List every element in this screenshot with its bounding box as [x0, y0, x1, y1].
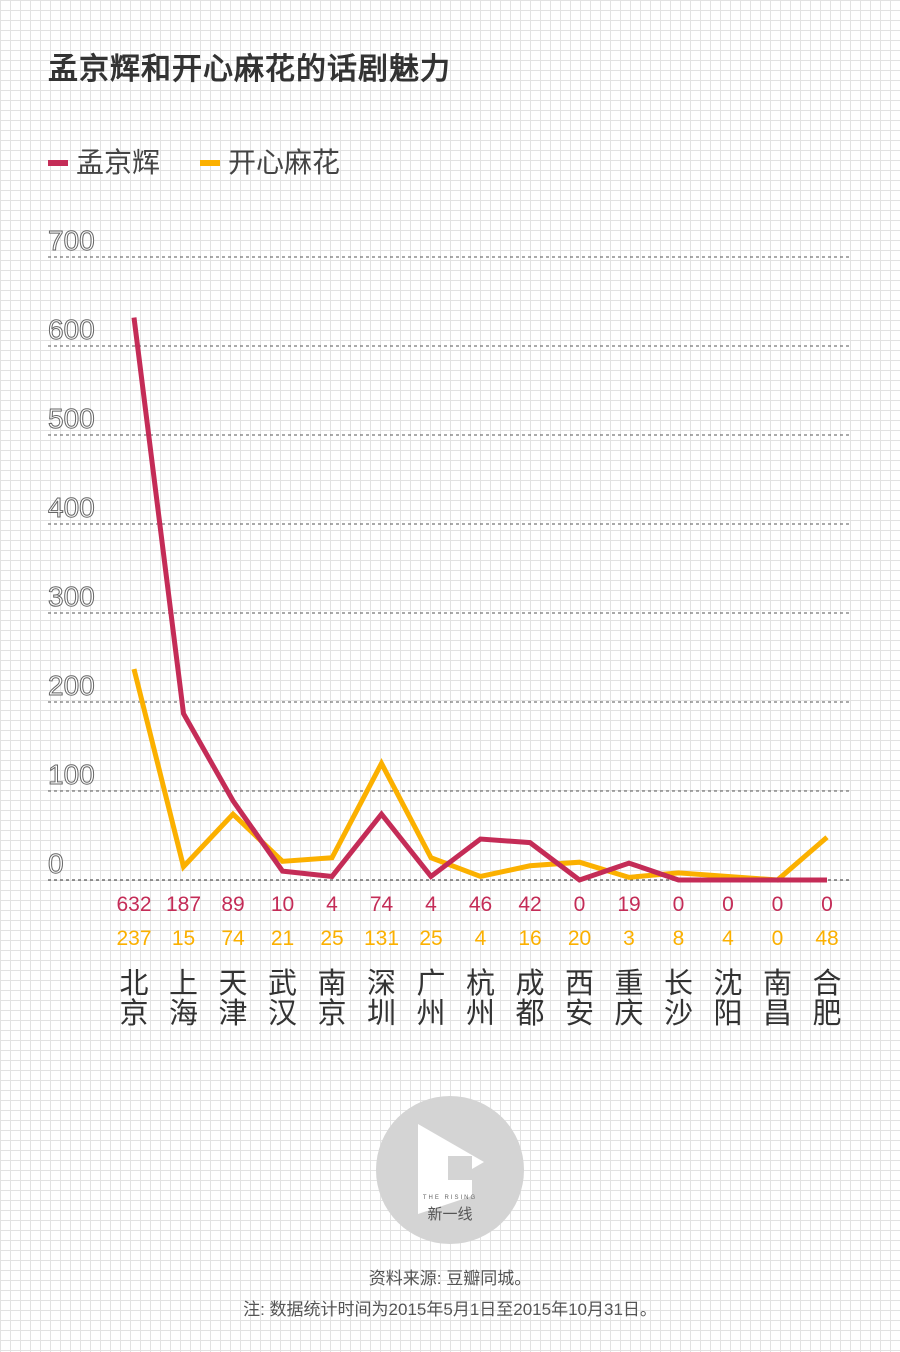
- y-tick-label: 200: [48, 670, 95, 701]
- legend-label-series-1: 孟京辉: [76, 147, 161, 178]
- data-label: 16: [518, 927, 541, 950]
- x-tick-label: 昌: [763, 996, 792, 1030]
- x-tick-label: 京: [119, 996, 148, 1030]
- x-tick-label: 长: [664, 966, 693, 1000]
- x-tick-label: 武: [268, 966, 297, 1000]
- x-tick-label: 深: [367, 966, 396, 1000]
- data-label: 19: [617, 893, 640, 916]
- y-tick-label: 400: [48, 492, 95, 523]
- data-label: 25: [320, 927, 343, 950]
- x-tick-label: 合: [812, 966, 841, 1000]
- x-tick-label: 圳: [367, 996, 396, 1030]
- x-tick-label: 津: [218, 996, 247, 1030]
- x-tick-label: 庆: [614, 996, 643, 1030]
- x-tick-label: 南: [763, 966, 792, 1000]
- y-tick-label: 500: [48, 403, 95, 434]
- x-tick-label: 天: [218, 966, 247, 1000]
- x-tick-label: 上: [169, 966, 198, 1000]
- data-label: 46: [469, 893, 492, 916]
- series-line: [131, 668, 829, 883]
- data-label: 89: [221, 893, 244, 916]
- data-label: 8: [673, 927, 685, 950]
- data-label: 21: [271, 927, 294, 950]
- logo-circle: [376, 1096, 524, 1244]
- data-label: 42: [518, 893, 541, 916]
- data-label: 3: [623, 927, 635, 950]
- data-label: 4: [475, 927, 487, 950]
- x-tick-label: 汉: [268, 996, 297, 1030]
- series-line: [131, 317, 827, 883]
- y-tick-label: 300: [48, 581, 95, 612]
- chart-title: 孟京辉和开心麻花的话剧魅力: [48, 53, 451, 86]
- data-label: 20: [568, 927, 591, 950]
- data-label: 0: [673, 893, 685, 916]
- logo-subtext: THE RISING: [423, 1195, 477, 1201]
- data-label: 74: [221, 927, 245, 950]
- note-text: 注: 数据统计时间为2015年5月1日至2015年10月31日。: [243, 1300, 657, 1319]
- x-tick-label: 南: [317, 966, 346, 1000]
- x-tick-label: 广: [416, 966, 445, 1000]
- x-tick-label: 州: [416, 996, 445, 1030]
- x-tick-label: 成: [515, 966, 544, 1000]
- data-label: 4: [722, 927, 734, 950]
- x-tick-label: 沈: [713, 966, 742, 1000]
- x-tick-label: 海: [169, 996, 198, 1030]
- data-label: 0: [772, 893, 784, 916]
- x-tick-label: 安: [565, 996, 594, 1030]
- data-label: 15: [172, 927, 195, 950]
- data-label: 131: [364, 927, 399, 950]
- data-label: 10: [271, 893, 294, 916]
- y-tick-label: 100: [48, 759, 95, 790]
- x-tick-label: 西: [565, 966, 594, 1000]
- legend-label-series-2: 开心麻花: [228, 147, 341, 178]
- y-tick-label: 0: [48, 848, 64, 879]
- x-tick-label: 杭: [466, 966, 495, 1000]
- x-tick-label: 沙: [664, 996, 693, 1030]
- logo-text: 新一线: [427, 1205, 472, 1223]
- data-label: 0: [574, 893, 586, 916]
- data-label: 4: [326, 893, 338, 916]
- source-text: 资料来源: 豆瓣同城。: [368, 1269, 532, 1288]
- data-label: 4: [425, 893, 437, 916]
- data-label: 25: [419, 927, 442, 950]
- logo: THE RISING 新一线: [376, 1096, 524, 1244]
- x-tick-label: 州: [466, 996, 495, 1030]
- data-label: 0: [772, 927, 784, 950]
- x-tick-label: 北: [119, 966, 148, 1000]
- y-tick-label: 600: [48, 314, 95, 345]
- data-label: 74: [370, 893, 394, 916]
- data-label: 237: [116, 927, 151, 950]
- x-tick-label: 都: [515, 996, 544, 1030]
- x-tick-label: 肥: [812, 996, 841, 1030]
- data-label: 0: [722, 893, 734, 916]
- data-label: 632: [116, 893, 151, 916]
- data-label: 187: [166, 893, 201, 916]
- data-label: 48: [815, 927, 838, 950]
- legend-swatch-series-2: [200, 160, 220, 166]
- x-tick-label: 重: [614, 966, 643, 1000]
- x-tick-label: 京: [317, 996, 346, 1030]
- y-tick-label: 700: [48, 225, 95, 256]
- logo-bar-icon: [434, 1164, 446, 1200]
- data-label: 0: [821, 893, 833, 916]
- x-tick-label: 阳: [713, 996, 742, 1030]
- legend-swatch-series-1: [48, 160, 68, 166]
